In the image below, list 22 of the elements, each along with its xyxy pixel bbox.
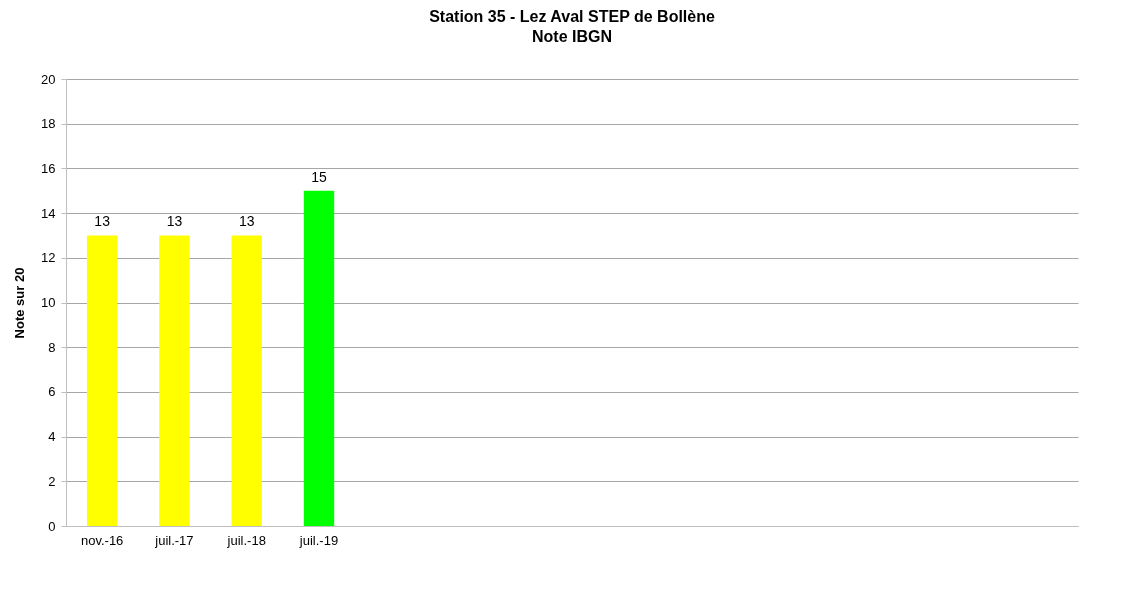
- y-tick-label: 2: [48, 473, 56, 489]
- data-label: 13: [238, 213, 255, 230]
- chart-subtitle: Note IBGN: [532, 28, 612, 45]
- y-tick-label: 16: [41, 160, 56, 176]
- data-label: 13: [94, 213, 111, 230]
- y-tick-label: 12: [41, 250, 56, 266]
- data-label: 15: [311, 168, 327, 185]
- y-tick-label: 10: [41, 295, 56, 310]
- y-tick-label: 18: [41, 116, 56, 132]
- y-tick-label: 6: [48, 384, 56, 400]
- y-tick-label: 14: [41, 205, 56, 221]
- data-label: 13: [166, 213, 183, 230]
- y-axis-title: Note sur 20: [12, 267, 28, 339]
- y-tick-label: 0: [48, 518, 56, 534]
- y-tick-label: 4: [48, 429, 56, 445]
- y-tick-label: 8: [48, 339, 56, 355]
- x-tick-label: juil.-18: [226, 532, 266, 548]
- x-tick-label: nov.-16: [80, 532, 124, 548]
- y-tick-label: 20: [41, 71, 56, 87]
- x-tick-label: juil.-17: [154, 532, 194, 548]
- chart-title: Station 35 - Lez Aval STEP de Bollène: [429, 8, 715, 25]
- x-tick-label: juil.-19: [298, 532, 339, 548]
